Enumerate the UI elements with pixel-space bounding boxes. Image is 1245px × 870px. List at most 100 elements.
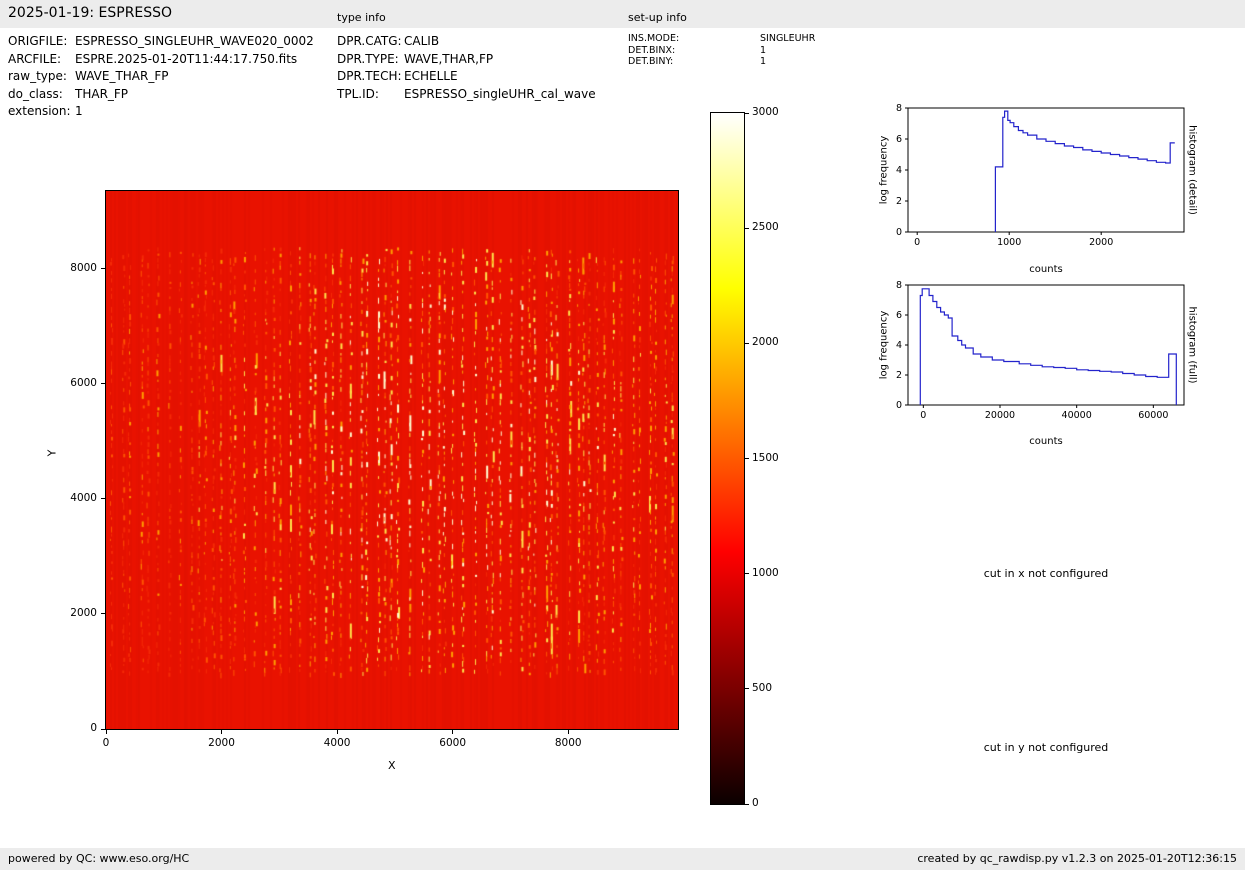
- dprcatg-value: CALIB: [404, 34, 440, 48]
- origfile-value: ESPRESSO_SINGLEUHR_WAVE020_0002: [75, 34, 314, 48]
- tick-mark: [101, 498, 105, 500]
- hist-detail-xaxis-label: counts: [1029, 264, 1063, 275]
- colorbar-tick-label: 3000: [752, 106, 779, 118]
- tick-label: 0: [896, 227, 902, 238]
- file-info-row: extension: 1: [8, 103, 314, 121]
- setup-info-row: DET.BINX: 1: [628, 45, 815, 57]
- tick-mark: [336, 730, 338, 734]
- type-info-block: DPR.CATG: CALIB DPR.TYPE: WAVE,THAR,FP DPR…: [337, 33, 596, 103]
- tplid-value: ESPRESSO_singleUHR_cal_wave: [404, 86, 596, 101]
- raw-frame-image: [105, 190, 679, 730]
- file-info-row: raw_type: WAVE_THAR_FP: [8, 68, 314, 86]
- colorbar-tick-label: 500: [752, 681, 773, 694]
- type-info-row: DPR.TECH: ECHELLE: [337, 68, 596, 86]
- arcfile-value: ESPRE.2025-01-20T11:44:17.750.fits: [75, 51, 298, 66]
- dprtype-value: WAVE,THAR,FP: [404, 51, 494, 66]
- type-info-heading: type info: [337, 11, 386, 24]
- tick-label: 0: [90, 722, 97, 734]
- tick-label: 2: [896, 370, 902, 381]
- tick-label: 1000: [997, 237, 1021, 248]
- colorbar-tick-label: 0: [752, 797, 759, 809]
- type-info-row: TPL.ID: ESPRESSO_singleUHR_cal_wave: [337, 86, 596, 104]
- tick-mark: [452, 730, 454, 734]
- colorbar-tick-label: 2000: [752, 336, 779, 349]
- tick-label: 20000: [985, 410, 1015, 421]
- origfile-label: ORIGFILE:: [8, 34, 68, 48]
- hist-detail-title: histogram (detail): [1186, 125, 1198, 215]
- raw-frame-canvas: [106, 191, 678, 729]
- tick-label: 4000: [70, 491, 97, 504]
- tick-mark: [567, 730, 569, 734]
- tick-mark: [101, 613, 105, 615]
- detbinx-label: DET.BINX:: [628, 44, 676, 56]
- tick-label: 6: [896, 134, 902, 145]
- tick-label: 2000: [1089, 237, 1113, 248]
- hist-step-curve: [919, 288, 1177, 405]
- main-yaxis-label: Y: [45, 449, 59, 457]
- setup-info-row: INS.MODE: SINGLEUHR: [628, 33, 815, 45]
- dprtech-value: ECHELLE: [404, 69, 458, 83]
- hist-full-yaxis-label: log frequency: [878, 310, 890, 380]
- colorbar-tick-mark: [745, 342, 749, 344]
- setup-info-block: INS.MODE: SINGLEUHR DET.BINX: 1 DET.BINY: 1: [628, 33, 815, 68]
- tick-label: 60000: [1138, 410, 1168, 421]
- hist-axes-box: [907, 107, 1185, 233]
- file-info-row: ARCFILE: ESPRE.2025-01-20T11:44:17.750.fi…: [8, 51, 314, 69]
- arcfile-label: ARCFILE:: [8, 51, 62, 66]
- colorbar-tick-label: 1500: [752, 451, 779, 464]
- extension-value: 1: [75, 104, 83, 118]
- tick-label: 6000: [70, 376, 97, 389]
- histogram-detail-plot: 0 1000 2000 0 2 4 6 8: [896, 103, 1185, 248]
- hist-full-xaxis-label: counts: [1029, 436, 1063, 447]
- colorbar-tick-label: 1000: [752, 566, 779, 579]
- tick-mark: [105, 730, 107, 734]
- colorbar-tick-mark: [745, 227, 749, 229]
- tplid-label: TPL.ID:: [337, 86, 379, 101]
- colorbar-tick-mark: [745, 803, 749, 805]
- colorbar-tick-label: 2500: [752, 221, 779, 234]
- tick-mark: [101, 383, 105, 385]
- rawtype-label: raw_type:: [8, 69, 67, 83]
- tick-label: 8: [896, 280, 902, 291]
- footer-bar: powered by QC: www.eso.org/HC created by…: [0, 848, 1245, 870]
- doclass-label: do_class:: [8, 86, 63, 101]
- colorbar: [710, 112, 745, 805]
- footer-left-text: powered by QC: www.eso.org/HC: [8, 852, 190, 865]
- setup-info-row: DET.BINY: 1: [628, 56, 815, 68]
- hist-detail-yaxis-label: log frequency: [878, 135, 890, 205]
- tick-label: 4: [896, 165, 902, 176]
- colorbar-tick-mark: [745, 573, 749, 575]
- insmode-value: SINGLEUHR: [760, 33, 816, 44]
- hist-axes-box: [907, 284, 1185, 406]
- tick-label: 0: [920, 410, 926, 421]
- cut-y-note: cut in y not configured: [983, 741, 1109, 754]
- tick-label: 8000: [70, 261, 97, 274]
- dprcatg-label: DPR.CATG:: [337, 34, 402, 48]
- tick-label: 4000: [323, 737, 351, 749]
- main-xaxis-label: X: [388, 759, 396, 772]
- detbinx-value: 1: [760, 44, 767, 56]
- tick-label: 8: [896, 103, 902, 114]
- detbiny-label: DET.BINY:: [628, 56, 674, 67]
- footer-right-text: created by qc_rawdisp.py v1.2.3 on 2025-…: [917, 852, 1237, 865]
- tick-label: 40000: [1062, 410, 1092, 421]
- doclass-value: THAR_FP: [75, 86, 129, 101]
- header-bar: [0, 0, 1245, 28]
- rawtype-value: WAVE_THAR_FP: [75, 69, 169, 83]
- type-info-row: DPR.TYPE: WAVE,THAR,FP: [337, 51, 596, 69]
- hist-step-curve: [994, 110, 1175, 232]
- tick-label: 6: [896, 310, 902, 321]
- detbiny-value: 1: [760, 56, 767, 67]
- insmode-label: INS.MODE:: [628, 33, 680, 44]
- tick-label: 2000: [70, 606, 97, 619]
- tick-label: 0: [896, 400, 902, 411]
- file-info-block: ORIGFILE: ESPRESSO_SINGLEUHR_WAVE020_0002…: [8, 33, 314, 121]
- tick-label: 6000: [439, 737, 467, 749]
- histogram-full-plot: 0 20000 40000 60000 0 2 4 6 8: [896, 280, 1185, 421]
- tick-mark: [101, 268, 105, 270]
- tick-label: 4: [896, 340, 902, 351]
- tick-label: 8000: [554, 737, 582, 749]
- setup-info-heading: set-up info: [628, 11, 687, 24]
- tick-label: 2: [896, 196, 902, 207]
- colorbar-tick-mark: [745, 458, 749, 459]
